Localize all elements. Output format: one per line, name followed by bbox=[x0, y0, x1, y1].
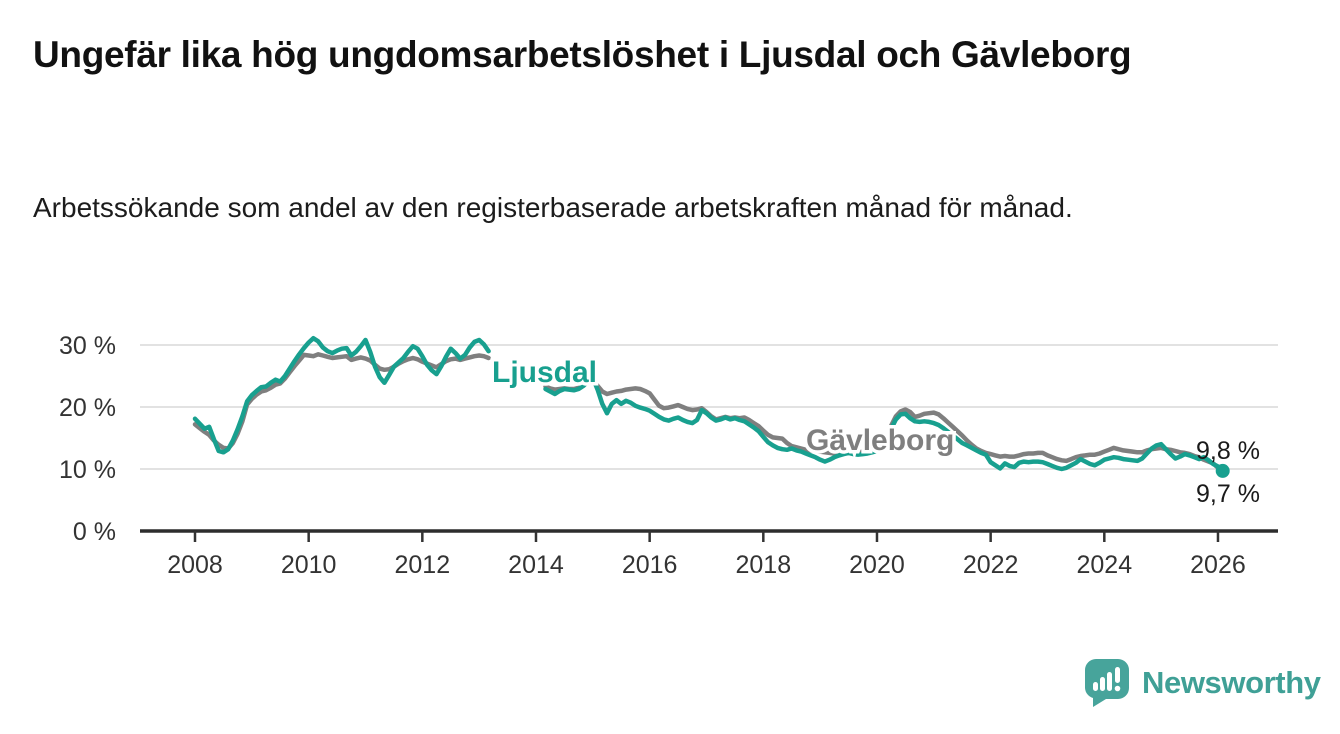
series-label-ljusdal: Ljusdal bbox=[492, 356, 597, 389]
newsworthy-bubble-chart-icon bbox=[1085, 659, 1129, 707]
series-line-gävleborg bbox=[192, 352, 1225, 473]
end-value-label-gävleborg: 9,8 % bbox=[1196, 437, 1260, 465]
x-tick-label-2014: 2014 bbox=[508, 551, 564, 579]
y-tick-label: 0 % bbox=[73, 518, 116, 546]
x-tick-label-2008: 2008 bbox=[167, 551, 223, 579]
y-tick-label: 30 % bbox=[59, 332, 116, 360]
x-tick-label-2022: 2022 bbox=[963, 551, 1019, 579]
newsworthy-wordmark: Newsworthy bbox=[1142, 665, 1321, 700]
chart-subtitle: Arbetssökande som andel av den registerb… bbox=[33, 192, 1073, 223]
y-tick-label: 20 % bbox=[59, 394, 116, 422]
x-tick-label-2024: 2024 bbox=[1076, 551, 1132, 579]
x-tick-label-2026: 2026 bbox=[1190, 551, 1246, 579]
x-tick-label-2018: 2018 bbox=[736, 551, 792, 579]
end-value-label-ljusdal: 9,7 % bbox=[1196, 480, 1260, 508]
series-end-dot-ljusdal bbox=[1215, 463, 1230, 478]
x-tick-label-2012: 2012 bbox=[395, 551, 451, 579]
x-tick-label-2020: 2020 bbox=[849, 551, 905, 579]
x-tick-label-2016: 2016 bbox=[622, 551, 678, 579]
x-tick-label-2010: 2010 bbox=[281, 551, 337, 579]
series-label-gävleborg: Gävleborg bbox=[806, 424, 954, 457]
unemployment-line-chart: 30 % 20 % 10 % 0 % 2008 2010 2012 2014 2016 2018 2… bbox=[59, 332, 1278, 579]
chart-title: Ungefär lika hög ungdomsarbetslöshet i L… bbox=[33, 34, 1132, 75]
newsworthy-logo: Newsworthy bbox=[1084, 658, 1321, 708]
series-line-ljusdal bbox=[192, 335, 1225, 474]
y-tick-label: 10 % bbox=[59, 456, 116, 484]
